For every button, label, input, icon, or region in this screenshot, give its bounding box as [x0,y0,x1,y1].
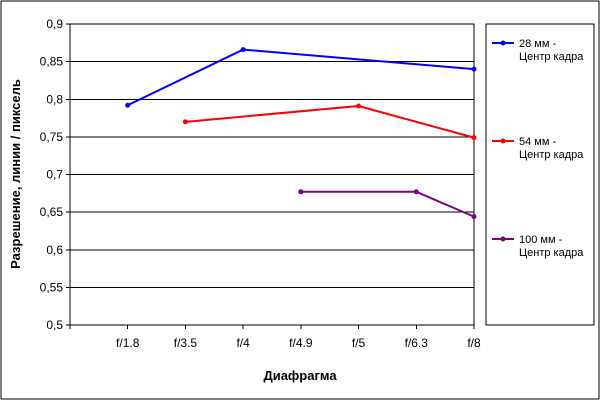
y-tick-label: 0,65 [40,205,64,219]
x-tick-label: f/8 [467,336,481,350]
legend-entry: 100 мм -Центр кадра [492,234,584,259]
legend-label: 100 мм - [519,234,563,246]
y-tick-label: 0,55 [40,280,64,294]
data-point [182,119,188,125]
legend-marker [500,138,506,144]
data-point [240,47,246,53]
x-axis-title: Диафрагма [263,368,337,383]
grid-layer [70,61,474,288]
legend-marker [500,40,506,46]
data-point [125,102,131,108]
y-tick-label: 0,9 [46,17,63,31]
legend-label: 54 мм - [519,136,556,148]
x-tick-label: f/5 [352,336,366,350]
data-point [471,135,477,141]
legend-label: Центр кадра [519,247,584,259]
legend-box [485,23,595,326]
data-point [356,103,362,109]
data-point [298,189,304,195]
y-tick-label: 0,7 [46,168,63,182]
legend-entry: 54 мм -Центр кадра [492,136,584,161]
x-tick-label: f/4 [236,336,250,350]
y-axis-title: Разрешение, линии / пиксель [8,79,23,269]
y-tick-label: 0,5 [46,318,63,332]
x-tick-label: f/6.3 [405,336,429,350]
y-tick-label: 0,75 [40,130,64,144]
legend-label: Центр кадра [519,51,584,63]
data-point [471,214,477,220]
x-tick-label: f/1.8 [116,336,140,350]
y-tick-label: 0,8 [46,92,63,106]
legend-marker [500,236,506,242]
data-point [471,66,477,72]
y-tick-label: 0,6 [46,243,63,257]
legend-label: 28 мм - [519,38,556,50]
y-tick-label: 0,85 [40,55,64,69]
series-layer [125,47,477,220]
axis-layer: 0,5 0,55 0,6 0,65 0,7 0,75 0,8 0,85 0,9 f/1.8 f/3.… [40,17,481,350]
legend-label: Центр кадра [519,149,584,161]
x-tick-label: f/4.9 [289,336,313,350]
legend-entry: 28 мм -Центр кадра [492,38,584,63]
x-tick-label: f/3.5 [174,336,198,350]
data-point [413,189,419,195]
